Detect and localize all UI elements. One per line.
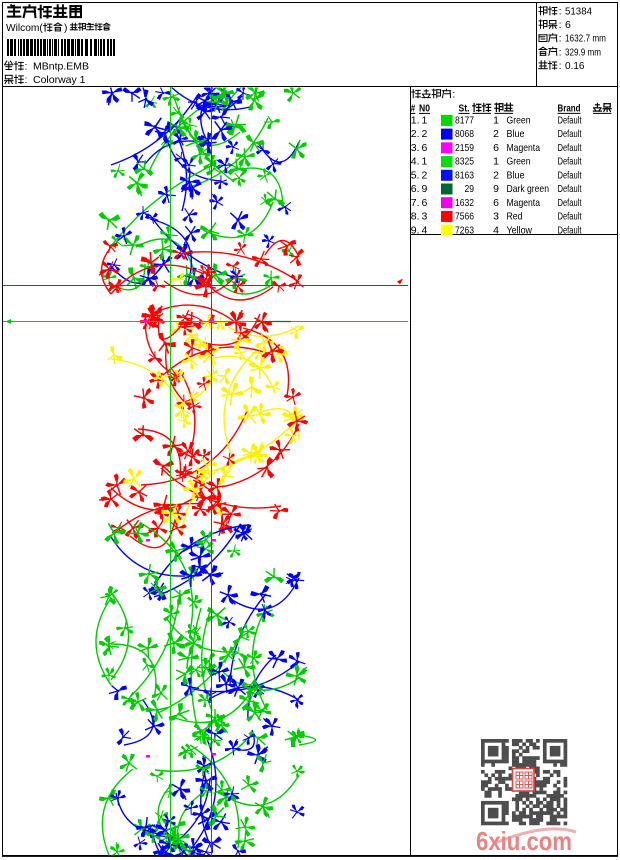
svg-text:6: 6: [422, 197, 428, 209]
svg-text::: :: [559, 46, 562, 58]
svg-text::: :: [25, 61, 28, 73]
svg-text:0.16: 0.16: [565, 60, 585, 72]
svg-text:4: 4: [493, 224, 499, 236]
svg-text:Magenta: Magenta: [507, 142, 541, 154]
svg-text:Dark green: Dark green: [507, 183, 550, 195]
svg-text:329.9 mm: 329.9 mm: [565, 46, 601, 58]
svg-text:MBntp.EMB: MBntp.EMB: [33, 61, 89, 73]
svg-text:St.: St.: [459, 102, 470, 114]
svg-text:7.: 7.: [411, 197, 420, 209]
svg-text:7566: 7566: [455, 211, 474, 223]
svg-text:1.: 1.: [411, 115, 420, 127]
svg-text:29: 29: [465, 183, 475, 195]
svg-text:9: 9: [422, 183, 428, 195]
svg-text:8325: 8325: [455, 156, 474, 168]
svg-text:Default: Default: [558, 156, 582, 168]
svg-text:3: 3: [493, 211, 499, 223]
svg-text:4.: 4.: [411, 156, 420, 168]
svg-text::: :: [559, 33, 562, 45]
svg-text:Colorway 1: Colorway 1: [33, 74, 86, 86]
svg-text:51384: 51384: [565, 6, 592, 18]
svg-text:Default: Default: [558, 128, 582, 140]
svg-text:6.: 6.: [411, 183, 420, 195]
svg-text:6xiu.com: 6xiu.com: [476, 826, 572, 856]
svg-text:7263: 7263: [455, 224, 474, 236]
svg-text:#: #: [411, 102, 416, 114]
svg-text:6: 6: [422, 142, 428, 154]
svg-text:Default: Default: [558, 142, 582, 154]
svg-text:1: 1: [493, 115, 499, 127]
svg-text:Brand: Brand: [558, 102, 581, 114]
svg-text:6: 6: [493, 197, 499, 209]
svg-text:8177: 8177: [455, 115, 474, 127]
svg-text:9: 9: [493, 183, 499, 195]
svg-text:2159: 2159: [455, 142, 474, 154]
svg-text::: :: [559, 6, 562, 18]
svg-text:): ): [64, 23, 67, 34]
svg-text:2: 2: [422, 128, 428, 140]
svg-text::: :: [559, 19, 562, 31]
svg-text:Blue: Blue: [507, 128, 525, 140]
svg-text:4: 4: [422, 224, 428, 236]
svg-text:1632.7 mm: 1632.7 mm: [565, 33, 606, 45]
svg-text:8068: 8068: [455, 128, 474, 140]
svg-text:Blue: Blue: [507, 169, 525, 181]
svg-text:Green: Green: [507, 156, 531, 168]
svg-text:Default: Default: [558, 197, 582, 209]
svg-text:Default: Default: [558, 211, 582, 223]
svg-text:N0: N0: [419, 102, 430, 114]
svg-text:6: 6: [493, 142, 499, 154]
svg-text:2.: 2.: [411, 128, 420, 140]
svg-text:Default: Default: [558, 183, 582, 195]
svg-text:1: 1: [422, 156, 428, 168]
svg-text:1: 1: [422, 115, 428, 127]
svg-text:2: 2: [493, 169, 499, 181]
svg-text:2: 2: [422, 169, 428, 181]
svg-text:8163: 8163: [455, 169, 474, 181]
svg-text:Wilcom(: Wilcom(: [6, 23, 43, 34]
svg-text:Default: Default: [558, 169, 582, 181]
svg-text:Yellow: Yellow: [507, 224, 533, 236]
svg-text:8.: 8.: [411, 211, 420, 223]
svg-text:Red: Red: [507, 211, 523, 223]
svg-text:1: 1: [493, 156, 499, 168]
svg-text:6: 6: [565, 19, 571, 31]
svg-text:2: 2: [493, 128, 499, 140]
svg-text::: :: [25, 74, 28, 86]
svg-text::: :: [452, 89, 455, 101]
svg-text:3.: 3.: [411, 142, 420, 154]
svg-text:Magenta: Magenta: [507, 197, 541, 209]
svg-text:Green: Green: [507, 115, 531, 127]
svg-text:5.: 5.: [411, 169, 420, 181]
svg-text:3: 3: [422, 211, 428, 223]
svg-text:Default: Default: [558, 115, 582, 127]
svg-text:9.: 9.: [411, 224, 420, 236]
svg-text:1632: 1632: [455, 197, 474, 209]
svg-text:Default: Default: [558, 224, 582, 236]
svg-text::: :: [559, 60, 562, 72]
